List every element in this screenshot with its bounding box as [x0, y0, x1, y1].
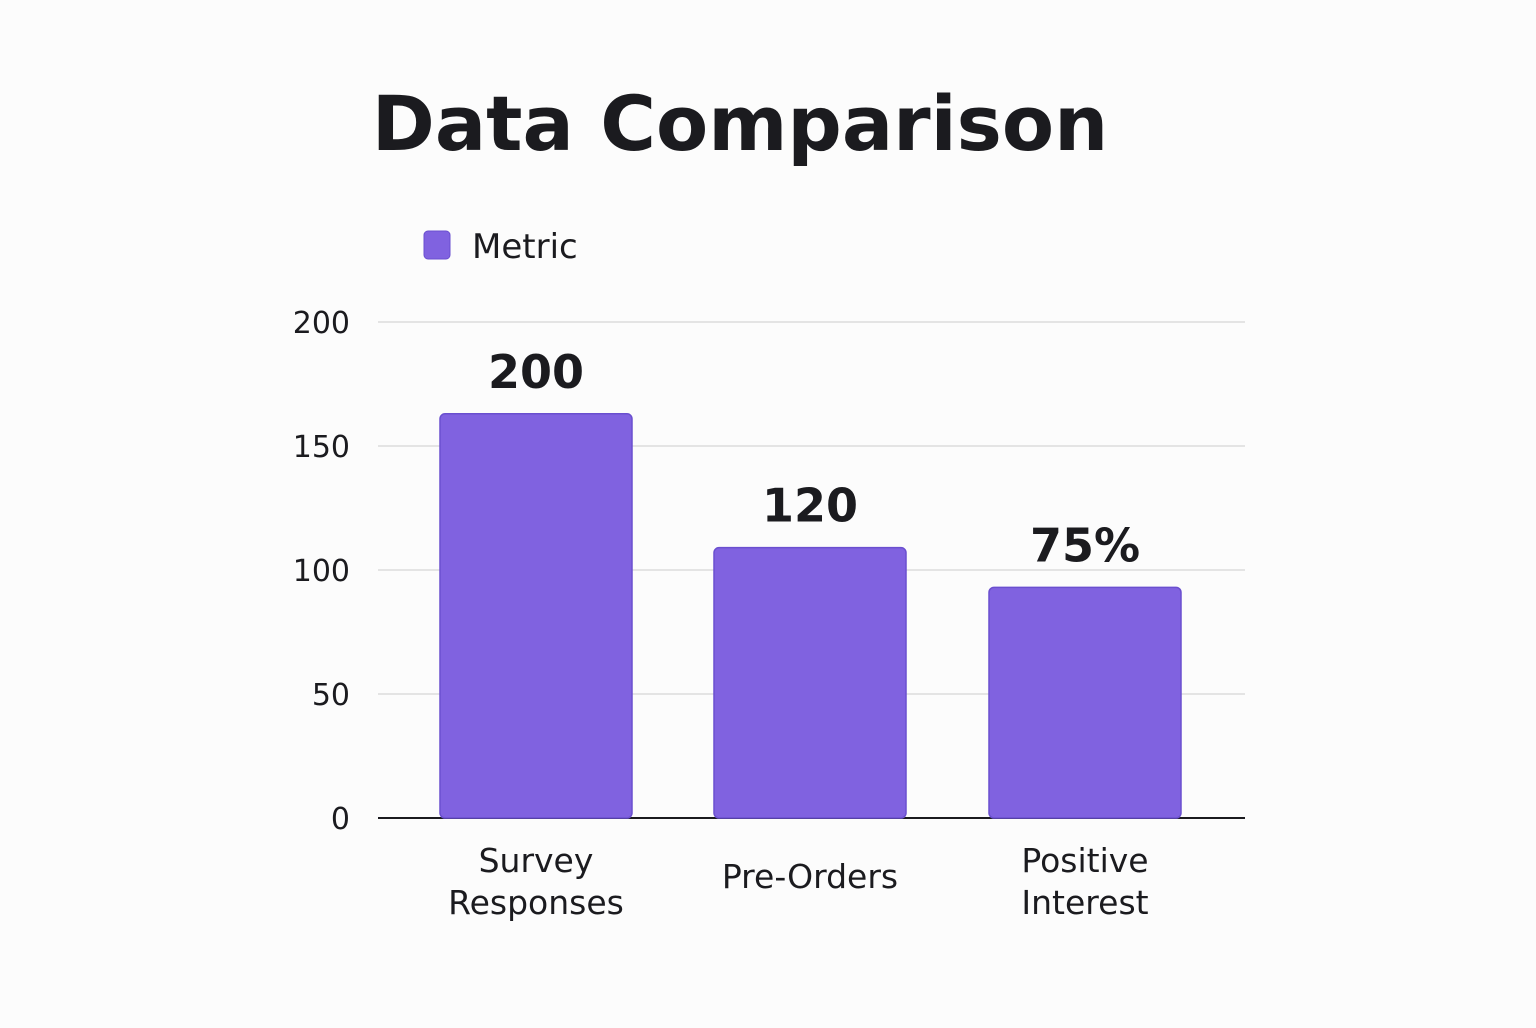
legend: Metric: [423, 227, 578, 267]
x-tick-label: Responses: [448, 883, 624, 922]
bar: [439, 413, 633, 819]
legend-label: Metric: [472, 227, 578, 267]
y-tick-label: 0: [331, 802, 350, 837]
legend-swatch: [423, 230, 451, 260]
data-label: 75%: [1030, 518, 1140, 572]
bar: [988, 586, 1182, 819]
data-label: 120: [762, 479, 858, 533]
y-tick-label: 50: [312, 678, 350, 713]
data-label: 200: [488, 345, 584, 399]
x-tick-label: Positive: [1021, 841, 1148, 880]
bars: [439, 413, 1182, 819]
y-tick-label: 100: [293, 554, 350, 589]
x-tick-label: Interest: [1021, 883, 1148, 922]
x-tick-label: Survey: [479, 841, 594, 880]
x-tick-label: Pre-Orders: [722, 857, 898, 896]
chart-title: Data Comparison: [372, 79, 1108, 168]
y-tick-label: 200: [293, 306, 350, 341]
y-tick-label: 150: [293, 430, 350, 465]
value-labels: 200 120 75%: [488, 345, 1140, 573]
bar: [713, 546, 907, 819]
